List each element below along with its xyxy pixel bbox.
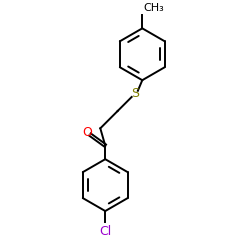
Text: Cl: Cl [99, 224, 111, 237]
Text: O: O [82, 126, 92, 138]
Text: CH₃: CH₃ [144, 3, 164, 13]
Text: S: S [131, 87, 139, 100]
